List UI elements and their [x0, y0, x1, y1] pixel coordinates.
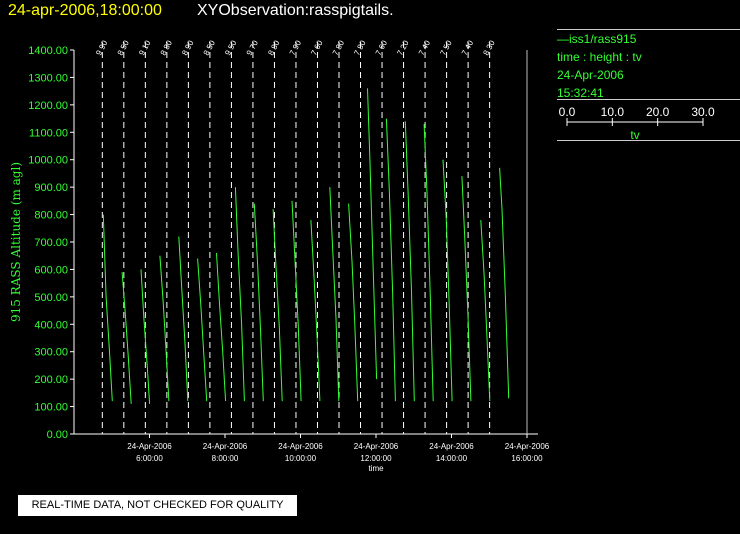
- y-tick-label: 100.00: [34, 402, 68, 414]
- profile-top-label: 8 80: [266, 38, 282, 56]
- profile-top-label: 7 60: [374, 38, 390, 56]
- y-tick-label: 600.00: [34, 264, 68, 276]
- y-tick-label: 400.00: [34, 319, 68, 331]
- legend-series-entry: —iss1/rass915: [557, 32, 637, 46]
- profile-line: [442, 159, 453, 402]
- y-tick-label: 1400.00: [28, 45, 68, 57]
- profile-top-label: 8 50: [202, 38, 218, 56]
- chart-title: XYObservation:rasspigtails.: [197, 2, 394, 19]
- profile-line: [480, 220, 491, 402]
- legend-bottom-rule: [557, 140, 740, 141]
- x-tick-date: 24-Apr-2006: [505, 442, 550, 451]
- profile-top-label: 7 40: [417, 38, 433, 56]
- profile-line: [159, 255, 170, 402]
- scale-label: tv: [630, 128, 639, 142]
- profile-top-label: 8 80: [159, 38, 175, 56]
- y-tick-label: 500.00: [34, 292, 68, 304]
- profile-top-label: 9 70: [245, 38, 261, 56]
- profile-line: [461, 176, 472, 402]
- x-tick-date: 24-Apr-2006: [278, 442, 323, 451]
- header-datetime: 24-apr-2006,18:00:00: [8, 2, 162, 19]
- x-tick-time: 8:00:00: [212, 454, 239, 463]
- y-tick-label: 200.00: [34, 374, 68, 386]
- scale-tick-label: 10.0: [601, 105, 625, 119]
- profile-top-label: 7 80: [331, 38, 347, 56]
- x-tick-date: 24-Apr-2006: [354, 442, 399, 451]
- x-tick-time: 10:00:00: [285, 454, 317, 463]
- profile-line: [197, 258, 208, 402]
- tv-scale: 0.0 10.0 20.0 30.0 tv: [559, 105, 715, 142]
- profile-top-label: 8 50: [116, 38, 132, 56]
- profile-line: [423, 124, 434, 402]
- profile-line: [310, 220, 321, 402]
- profile-line: [385, 118, 396, 402]
- legend-time: 15:32:41: [557, 86, 604, 100]
- profile-top-label: 7 60: [309, 38, 325, 56]
- y-tick-label: 300.00: [34, 347, 68, 359]
- profile-line: [499, 167, 510, 399]
- y-tick-label: 800.00: [34, 210, 68, 222]
- scale-tick-label: 20.0: [646, 105, 670, 119]
- rass-plot: 0.00 100.00 200.00 300.00 400.00 500.00 600.00…: [9, 38, 550, 473]
- profile-top-label: 7 90: [288, 38, 304, 56]
- y-tick-label: 0.00: [47, 429, 68, 441]
- x-tick-time: 16:00:00: [511, 454, 543, 463]
- profile-top-label: 7 80: [352, 38, 368, 56]
- y-tick-label: 1300.00: [28, 72, 68, 84]
- x-tick-time: 12:00:00: [360, 454, 392, 463]
- y-tick-label: 1000.00: [28, 155, 68, 167]
- x-tick-date: 24-Apr-2006: [429, 442, 474, 451]
- x-tick-time: 6:00:00: [136, 454, 163, 463]
- legend-date: 24-Apr-2006: [557, 68, 624, 82]
- profile-line: [216, 252, 227, 402]
- profile-top-label: 9 50: [223, 38, 239, 56]
- legend-panel: —iss1/rass915 time : height : tv 24-Apr-…: [557, 30, 740, 102]
- profile-line: [348, 203, 359, 402]
- profile-line: [178, 236, 189, 402]
- legend-mid-rule: [557, 99, 740, 100]
- legend-top-rule: [557, 29, 740, 30]
- x-tick-date: 24-Apr-2006: [203, 442, 248, 451]
- profile-line: [253, 203, 264, 402]
- profile-line: [102, 214, 113, 402]
- profile-top-label: 7 20: [395, 38, 411, 56]
- profile-top-label: 9 10: [137, 38, 153, 56]
- y-tick-label: 700.00: [34, 237, 68, 249]
- profile-top-label: 8 90: [180, 38, 196, 56]
- profile-line: [140, 269, 151, 404]
- legend-series-label: iss1/rass915: [569, 32, 637, 46]
- y-tick-label: 1200.00: [28, 100, 68, 112]
- profile-line: [272, 209, 283, 402]
- profile-line: [291, 200, 302, 402]
- x-tick-time: 14:00:00: [436, 454, 468, 463]
- scale-tick-label: 0.0: [559, 105, 576, 119]
- profile-line: [121, 272, 132, 404]
- x-tick-date: 24-Apr-2006: [127, 442, 172, 451]
- x-axis-label: time: [368, 464, 384, 473]
- quality-notice: REAL-TIME DATA, NOT CHECKED FOR QUALITY: [18, 495, 297, 516]
- profile-line: [367, 88, 378, 380]
- legend-variables: time : height : tv: [557, 50, 642, 64]
- profile-top-label: 7 50: [438, 38, 454, 56]
- profile-top-label: 8 30: [481, 38, 497, 56]
- y-tick-label: 1100.00: [29, 127, 68, 139]
- profile-line: [234, 187, 245, 402]
- profile-line: [404, 121, 415, 402]
- scale-tick-label: 30.0: [691, 105, 715, 119]
- profile-top-label: 9 90: [94, 38, 110, 56]
- profile-top-label: 7 40: [460, 38, 476, 56]
- y-tick-label: 900.00: [34, 182, 68, 194]
- profile-line: [329, 187, 340, 402]
- y-axis-label: 915 RASS Altitude (m agl): [9, 162, 23, 322]
